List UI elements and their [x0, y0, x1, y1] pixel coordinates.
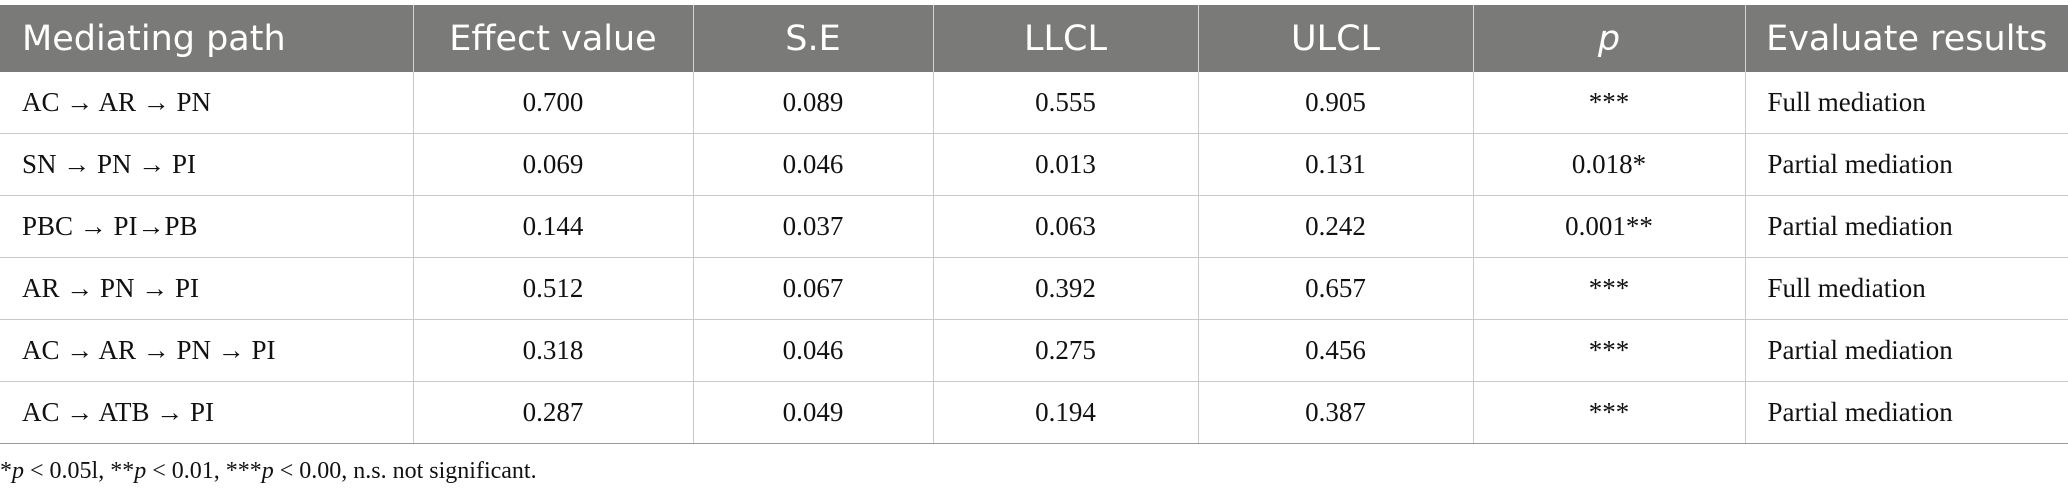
cell-p: ***: [1473, 319, 1746, 382]
cell-p: 0.018*: [1473, 133, 1746, 196]
footnote-text: < 0.00, n.s. not significant.: [273, 458, 537, 484]
cell-mediating-path: AC → AR → PN: [0, 72, 414, 134]
cell-llcl: 0.013: [933, 133, 1199, 196]
cell-effect-value: 0.318: [413, 319, 694, 382]
cell-evaluate-result: Partial mediation: [1745, 381, 2068, 444]
cell-ulcl: 0.657: [1198, 257, 1474, 320]
table-row: AC → AR → PN → PI 0.318 0.046 0.275 0.45…: [0, 319, 2068, 382]
table-footnote: *p < 0.05l, **p < 0.01, ***p < 0.00, n.s…: [0, 458, 537, 485]
cell-se: 0.046: [693, 133, 934, 196]
header-effect-value: Effect value: [413, 5, 694, 72]
table-header: Mediating path Effect value S.E LLCL ULC…: [0, 5, 2068, 72]
cell-ulcl: 0.387: [1198, 381, 1474, 444]
cell-effect-value: 0.700: [413, 72, 694, 134]
cell-ulcl: 0.131: [1198, 133, 1474, 196]
footnote-p-symbol: p: [261, 458, 274, 484]
cell-se: 0.049: [693, 381, 934, 444]
cell-p: ***: [1473, 72, 1746, 134]
cell-llcl: 0.194: [933, 381, 1199, 444]
mediation-results-table: Mediating path Effect value S.E LLCL ULC…: [0, 5, 2068, 444]
footnote-p-symbol: p: [12, 458, 24, 484]
header-p: p: [1473, 5, 1746, 72]
cell-mediating-path: AC → ATB → PI: [0, 381, 414, 444]
table-row: AC → ATB → PI 0.287 0.049 0.194 0.387 **…: [0, 381, 2068, 444]
cell-p: 0.001**: [1473, 195, 1746, 258]
cell-llcl: 0.063: [933, 195, 1199, 258]
header-evaluate-results: Evaluate results: [1745, 5, 2068, 72]
footnote-text: < 0.01, ***: [146, 458, 262, 484]
cell-llcl: 0.275: [933, 319, 1199, 382]
table-row: AR → PN → PI 0.512 0.067 0.392 0.657 ***…: [0, 257, 2068, 320]
cell-mediating-path: AR → PN → PI: [0, 257, 414, 320]
cell-evaluate-result: Partial mediation: [1745, 319, 2068, 382]
cell-effect-value: 0.287: [413, 381, 694, 444]
header-ulcl: ULCL: [1198, 5, 1474, 72]
header-row: Mediating path Effect value S.E LLCL ULC…: [0, 5, 2068, 72]
cell-ulcl: 0.905: [1198, 72, 1474, 134]
cell-effect-value: 0.512: [413, 257, 694, 320]
cell-mediating-path: PBC → PI→PB: [0, 195, 414, 258]
cell-evaluate-result: Full mediation: [1745, 72, 2068, 134]
cell-mediating-path: SN → PN → PI: [0, 133, 414, 196]
cell-p: ***: [1473, 257, 1746, 320]
table-row: PBC → PI→PB 0.144 0.037 0.063 0.242 0.00…: [0, 195, 2068, 258]
cell-se: 0.037: [693, 195, 934, 258]
mediation-table-container: Mediating path Effect value S.E LLCL ULC…: [0, 5, 2068, 444]
cell-p: ***: [1473, 381, 1746, 444]
cell-evaluate-result: Partial mediation: [1745, 133, 2068, 196]
cell-mediating-path: AC → AR → PN → PI: [0, 319, 414, 382]
footnote-p-symbol: p: [134, 458, 147, 484]
cell-ulcl: 0.456: [1198, 319, 1474, 382]
header-mediating-path: Mediating path: [0, 5, 414, 72]
cell-evaluate-result: Full mediation: [1745, 257, 2068, 320]
header-se: S.E: [693, 5, 934, 72]
cell-se: 0.089: [693, 72, 934, 134]
cell-llcl: 0.555: [933, 72, 1199, 134]
cell-se: 0.046: [693, 319, 934, 382]
cell-evaluate-result: Partial mediation: [1745, 195, 2068, 258]
table-row: SN → PN → PI 0.069 0.046 0.013 0.131 0.0…: [0, 133, 2068, 196]
cell-ulcl: 0.242: [1198, 195, 1474, 258]
cell-llcl: 0.392: [933, 257, 1199, 320]
footnote-star: *: [0, 458, 12, 484]
footnote-text: < 0.05l, **: [24, 458, 135, 484]
header-llcl: LLCL: [933, 5, 1199, 72]
cell-se: 0.067: [693, 257, 934, 320]
cell-effect-value: 0.069: [413, 133, 694, 196]
cell-effect-value: 0.144: [413, 195, 694, 258]
table-body: AC → AR → PN 0.700 0.089 0.555 0.905 ***…: [0, 72, 2068, 444]
table-row: AC → AR → PN 0.700 0.089 0.555 0.905 ***…: [0, 72, 2068, 134]
